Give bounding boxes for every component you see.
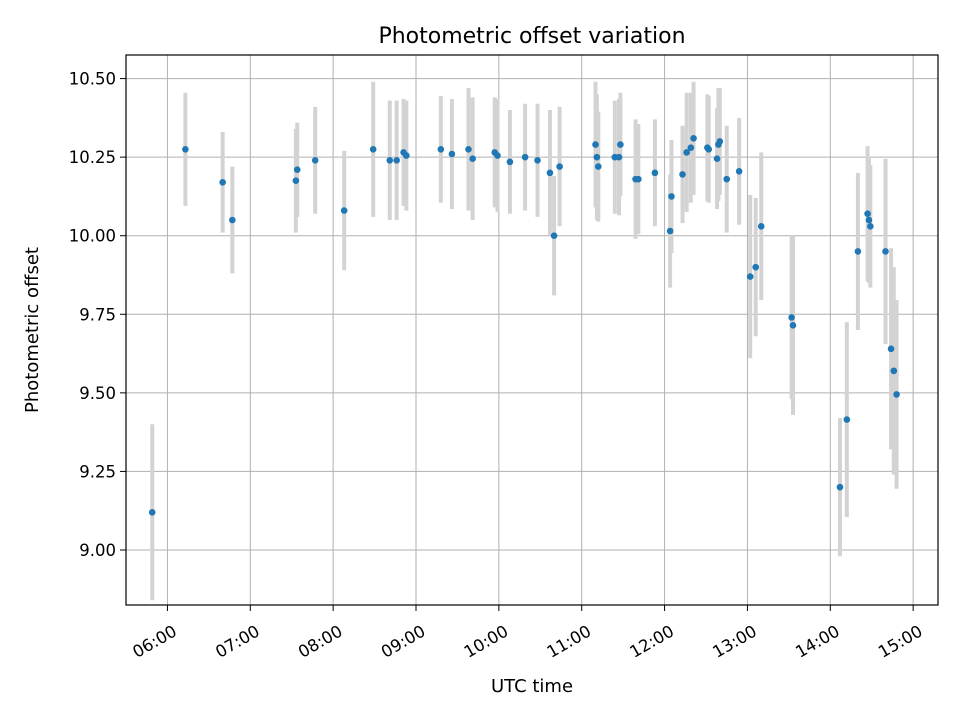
data-point <box>403 152 410 159</box>
data-point <box>746 273 754 280</box>
data-point <box>311 156 319 164</box>
data-point <box>705 145 713 153</box>
y-tick-label: 10.00 <box>69 227 116 246</box>
data-point <box>666 227 674 235</box>
data-point <box>635 175 642 183</box>
data-point <box>465 145 472 153</box>
data-point <box>679 171 686 178</box>
data-point <box>448 150 456 158</box>
data-point <box>592 141 599 148</box>
data-point <box>219 178 226 186</box>
grid <box>126 55 938 605</box>
data-point <box>882 248 889 255</box>
data-point <box>340 207 348 214</box>
y-tick-label: 9.25 <box>79 462 116 481</box>
y-tick-label: 9.00 <box>79 541 116 560</box>
data-point <box>182 145 189 153</box>
data-point <box>893 391 900 398</box>
plot-frame <box>125 54 939 606</box>
data-point <box>687 144 695 152</box>
data-point <box>546 169 554 177</box>
data-point <box>651 169 659 177</box>
data-point <box>788 314 795 321</box>
data-point <box>293 166 301 174</box>
data-point <box>550 232 558 240</box>
data-point <box>494 152 501 159</box>
data-point <box>617 141 624 148</box>
y-axis-ticks: 9.00 9.25 9.50 9.75 10.00 10.25 10.50 <box>69 70 126 560</box>
x-axis-label: UTC time <box>491 676 573 697</box>
data-point <box>506 158 514 166</box>
data-point <box>556 163 563 170</box>
data-point <box>752 263 760 271</box>
data-point <box>757 222 765 230</box>
data-point <box>594 163 602 170</box>
y-tick-label: 9.75 <box>79 305 116 324</box>
data-point <box>690 134 697 142</box>
data-point <box>683 149 690 156</box>
data-point <box>469 155 476 163</box>
data-point <box>386 156 394 164</box>
data-point <box>615 153 623 161</box>
data-point <box>843 416 851 423</box>
data-point <box>723 175 731 183</box>
data-point <box>713 155 721 163</box>
y-tick-label: 10.25 <box>69 148 116 167</box>
data-point <box>890 367 898 375</box>
data-point <box>716 138 724 145</box>
data-point <box>865 216 873 224</box>
data-points <box>148 134 900 516</box>
y-tick-label: 10.50 <box>69 70 116 89</box>
data-point <box>836 483 844 491</box>
data-point <box>864 210 871 218</box>
data-point <box>437 145 445 153</box>
y-tick-label: 9.50 <box>79 384 116 403</box>
data-point <box>789 321 797 329</box>
y-axis-label: Photometric offset <box>22 247 43 413</box>
data-point <box>867 222 874 230</box>
data-point <box>854 248 862 255</box>
chart-title: Photometric offset variation <box>378 24 685 49</box>
data-point <box>393 156 400 164</box>
data-point <box>521 153 529 161</box>
data-point <box>735 167 743 175</box>
data-point <box>148 508 156 516</box>
data-point <box>229 216 236 224</box>
data-point <box>534 156 541 164</box>
data-point <box>887 345 895 353</box>
data-point <box>593 153 601 161</box>
data-point <box>369 145 377 153</box>
data-point <box>668 193 675 200</box>
data-point <box>292 177 300 185</box>
